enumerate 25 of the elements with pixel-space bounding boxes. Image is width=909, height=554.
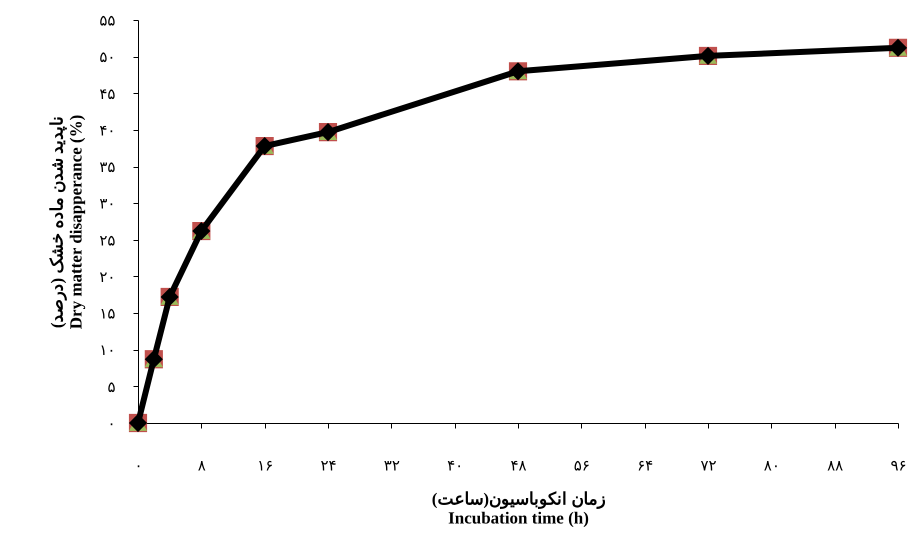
- y-tick-label: ۳۰: [99, 194, 116, 213]
- x-tick-label: ۶۴: [637, 456, 654, 474]
- y-tick-label: ۲۵: [99, 231, 116, 250]
- y-tick-label: ۵۰: [99, 48, 116, 66]
- x-tick-label: ۸: [198, 456, 206, 474]
- x-tick-label: ۲۴: [320, 456, 337, 474]
- y-tick-label: ۴۵: [99, 84, 116, 103]
- y-tick-label: ۰: [107, 414, 116, 432]
- x-tick-label: ۸۰: [764, 456, 780, 474]
- x-tick-label: ۰: [134, 456, 143, 474]
- y-tick-label: ۳۵: [99, 158, 116, 176]
- x-tick-label: ۳۲: [384, 456, 400, 474]
- x-tick-label: ۴۸: [510, 456, 527, 474]
- x-tick-label: ۱۶: [257, 456, 274, 474]
- x-tick-label: ۹۶: [890, 456, 907, 474]
- y-tick-label: ۱۰: [99, 341, 116, 360]
- x-tick-label: ۵۶: [574, 456, 590, 474]
- x-tick-label: ۸۸: [827, 456, 844, 474]
- y-tick-label: ۲۰: [99, 268, 116, 286]
- x-tick-label: ۷۲: [700, 456, 717, 474]
- y-tick-label: ۴۰: [99, 121, 116, 140]
- y-tick-label: ۵۵: [99, 12, 116, 30]
- x-tick-label: ۴۰: [447, 456, 464, 474]
- y-tick-label: ۱۵: [99, 304, 116, 323]
- y-tick-label: ۵: [107, 378, 116, 396]
